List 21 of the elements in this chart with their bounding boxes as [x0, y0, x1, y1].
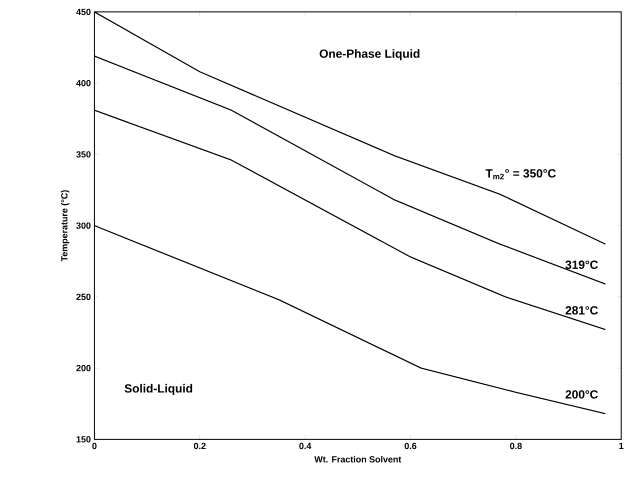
y-tick-label: 400 — [76, 80, 91, 86]
x-axis-title: Wt. Fraction Solvent — [314, 456, 402, 462]
annotation: One-Phase Liquid — [320, 49, 420, 60]
series-label: 200°C — [566, 390, 598, 399]
series-label: 319°C — [565, 260, 598, 269]
y-tick-label: 200 — [76, 364, 91, 372]
x-tick-label: 0.8 — [510, 442, 522, 450]
y-tick-label: 350 — [76, 151, 91, 158]
y-tick-label: 150 — [76, 436, 91, 442]
series-label: T$_{m2}$° = 350°C — [486, 169, 556, 180]
y-tick-label: 450 — [76, 8, 91, 16]
annotation: Solid-Liquid — [124, 384, 192, 395]
x-tick-label: 1 — [619, 442, 624, 449]
x-tick-label: 0.4 — [299, 442, 312, 450]
y-axis-title: Temperature (°C) — [60, 190, 70, 262]
y-tick-label: 250 — [76, 294, 91, 300]
series-label: 281°C — [566, 306, 598, 315]
x-tick-label: 0.6 — [404, 442, 416, 450]
y-tick-label: 300 — [76, 222, 91, 229]
x-tick-label: 0.2 — [194, 442, 206, 450]
x-tick-label: 0 — [92, 442, 97, 450]
